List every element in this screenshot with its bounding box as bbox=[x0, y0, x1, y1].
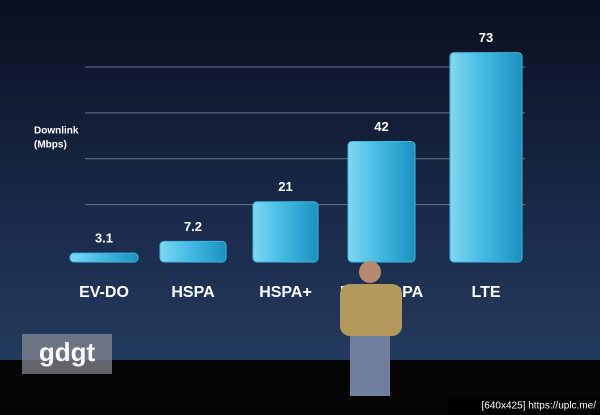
watermark: gdgt bbox=[39, 337, 96, 367]
presenter bbox=[340, 261, 402, 396]
x-tick-label: HSPA+ bbox=[259, 284, 312, 301]
value-label: 42 bbox=[374, 119, 388, 134]
y-axis-label: (Mbps) bbox=[34, 140, 67, 151]
bar bbox=[252, 201, 319, 263]
bar bbox=[347, 141, 416, 263]
footer-box bbox=[448, 398, 600, 415]
watermark-box bbox=[22, 334, 112, 374]
y-axis-label: Downlink bbox=[34, 126, 79, 137]
value-label: 21 bbox=[278, 179, 292, 194]
bar bbox=[159, 240, 227, 263]
footer: [640x425] https://uplc.me/ bbox=[481, 401, 596, 412]
x-tick-label: LTE bbox=[471, 284, 500, 301]
value-label: 7.2 bbox=[184, 219, 202, 234]
x-tick-label: HSPA bbox=[171, 284, 215, 301]
value-label: 3.1 bbox=[95, 231, 113, 246]
bar bbox=[69, 252, 139, 263]
bar bbox=[449, 52, 523, 263]
value-label: 73 bbox=[479, 30, 493, 45]
x-tick-label: EV-DO bbox=[79, 284, 129, 301]
